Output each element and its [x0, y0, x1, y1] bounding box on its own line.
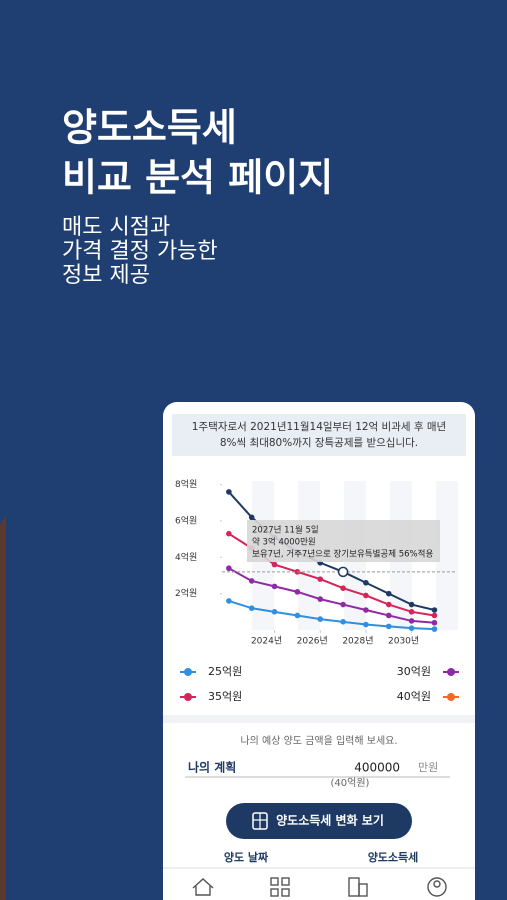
point [226, 489, 232, 495]
legend-marker [447, 668, 455, 676]
legend-marker [184, 693, 192, 701]
headline: 양도소득세 [62, 106, 237, 150]
point [385, 612, 392, 619]
series-line [228, 599, 435, 631]
tooltip-text: 2027년 11월 5일 [252, 525, 319, 536]
x-tick-label: 2030년 [388, 636, 419, 647]
point [248, 605, 255, 611]
point [294, 589, 301, 595]
button-bg[interactable] [226, 803, 412, 839]
point [431, 612, 438, 619]
x-tick-label: 2024년 [251, 636, 282, 647]
chart: 2억원 4억원 6억원 8억원 2024년 2026년 2028년 2030년 2027년 11… [175, 478, 459, 703]
point [363, 579, 369, 586]
point [408, 625, 415, 631]
x-tick-label: 2026년 [297, 636, 328, 647]
tooltip-text: 약 3억 4000만원 [252, 537, 316, 548]
point [408, 609, 415, 615]
point [385, 590, 392, 597]
legend-label: 40억원 [397, 690, 431, 703]
notice: 8%씩 최대80%까지 장특공제를 받으십니다. [220, 437, 418, 449]
y-tick-label: 6억원 [175, 514, 197, 526]
input-amount[interactable]: 400000 [354, 761, 400, 775]
nav-home[interactable] [192, 878, 214, 896]
point [431, 619, 438, 626]
bottom-nav [163, 868, 475, 900]
subtext: 매도 시점과 [62, 215, 170, 240]
column-header: 양도 날짜 [224, 850, 269, 864]
input-unit: 만원 [418, 761, 438, 774]
subtext: 가격 결정 가능한 [62, 239, 218, 264]
y-tick-label: 8억원 [175, 478, 197, 490]
input-converted: (40억원) [331, 777, 370, 789]
point [248, 514, 255, 521]
notice-box [172, 414, 466, 456]
input-label: 나의 계획 [188, 760, 236, 775]
highlight-point [337, 566, 349, 578]
point [317, 576, 324, 582]
notice: 1주택자로서 2021년11월14일부터 12억 비과세 후 매년 [192, 420, 446, 433]
headline: 비교 분석 페이지 [62, 156, 333, 200]
y-tick-label: 2억원 [175, 587, 197, 599]
point [226, 598, 232, 604]
point [363, 592, 369, 599]
edge-decoration [0, 515, 6, 900]
nav-profile[interactable] [427, 877, 447, 897]
legend-marker [447, 693, 455, 701]
point [363, 607, 369, 613]
point [271, 583, 278, 590]
button[interactable]: 양도소득세 변화 보기 [226, 803, 412, 839]
input-prompt: 나의 예상 양도 금액을 입력해 보세요. [240, 734, 397, 747]
point [340, 585, 346, 592]
legend-marker [184, 668, 192, 676]
column-header: 양도소득세 [368, 850, 419, 864]
subtext: 정보 제공 [62, 263, 150, 288]
point [340, 619, 346, 625]
point [408, 601, 415, 608]
point [431, 626, 438, 632]
point [271, 609, 278, 615]
tooltip-text: 보유7년, 거주7년으로 장기보유특별공제 56%적용 [252, 549, 433, 560]
tooltip [247, 520, 440, 562]
point [385, 601, 392, 608]
point [248, 578, 255, 584]
point [226, 565, 232, 572]
point [408, 618, 415, 624]
button-label[interactable]: 양도소득세 변화 보기 [276, 813, 384, 828]
series-line [228, 567, 435, 624]
legend-label: 30억원 [397, 665, 431, 678]
point [317, 596, 324, 602]
point [340, 601, 346, 608]
y-tick-label: 4억원 [175, 551, 197, 563]
point [271, 561, 278, 568]
legend-label: 35억원 [208, 690, 242, 703]
point [363, 621, 369, 628]
x-tick-label: 2028년 [342, 636, 373, 647]
nav-grid[interactable] [270, 877, 290, 897]
point [294, 612, 301, 619]
divider [163, 715, 475, 723]
point [385, 623, 392, 630]
point [226, 530, 232, 537]
point [317, 616, 324, 622]
point [431, 607, 438, 613]
stripe [436, 481, 458, 630]
legend-label: 25억원 [208, 665, 242, 678]
nav-building[interactable] [348, 877, 368, 897]
